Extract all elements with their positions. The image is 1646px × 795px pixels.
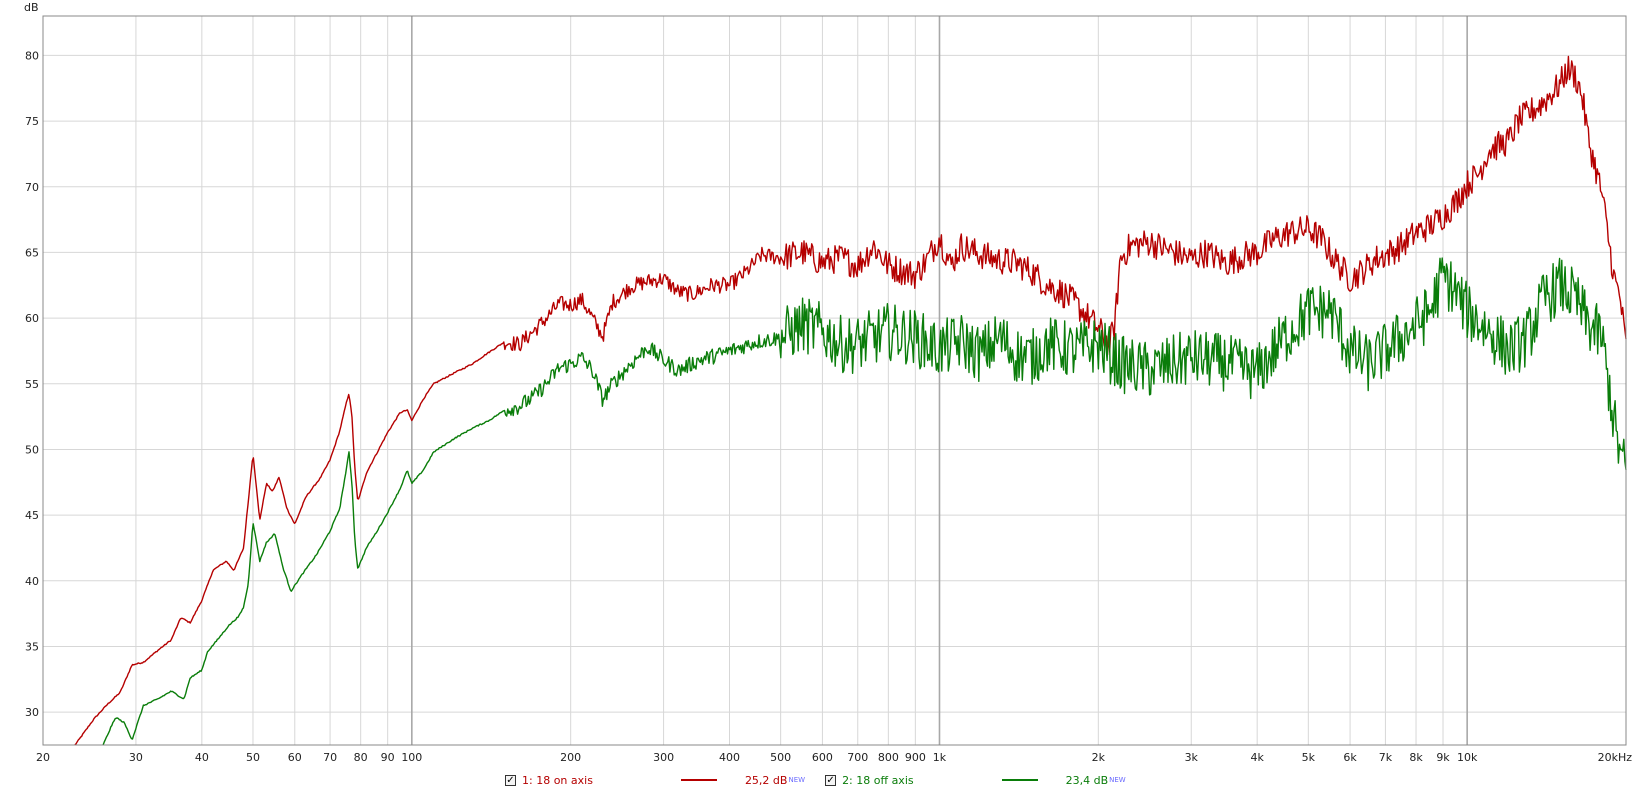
series-1-checkbox[interactable]: ✓ [505,774,516,786]
y-tick-label: 60 [25,312,39,325]
x-tick-label: 10k [1457,751,1478,764]
y-tick-label: 30 [25,706,39,719]
x-tick-label: 80 [354,751,368,764]
series-lines [74,55,1627,746]
x-tick-label: 50 [246,751,260,764]
x-tick-label: 100 [401,751,422,764]
x-tick-label: 7k [1379,751,1393,764]
x-tick-label: 9k [1436,751,1450,764]
series-2-label[interactable]: 2: 18 off axis [842,773,914,787]
x-tick-label: 800 [878,751,899,764]
legend-item-series-2[interactable]: ✓ 2: 18 off axis 23,4 dB NEW [825,774,1126,787]
y-tick-label: 70 [25,181,39,194]
series-2-new-tag: NEW [1109,776,1126,784]
x-tick-label: 300 [653,751,674,764]
y-axis-unit: dB [24,1,39,14]
x-tick-label: 3k [1185,751,1199,764]
series-1-swatch [680,779,717,781]
x-tick-label: 600 [812,751,833,764]
x-tick-label: 4k [1250,751,1264,764]
series-2-checkbox[interactable]: ✓ [825,774,837,786]
x-tick-label: 30 [129,751,143,764]
series-1-value: 25,2 dB [744,773,788,787]
x-tick-label: 90 [381,751,395,764]
series-line-2[interactable] [102,257,1627,746]
y-tick-label: 80 [25,49,39,62]
y-tick-label: 50 [25,443,39,456]
x-tick-label: 900 [905,751,926,764]
x-tick-label: 200 [560,751,581,764]
x-tick-label: 20kHz [1598,751,1633,764]
x-tick-label: 60 [288,751,302,764]
y-tick-label: 75 [25,115,39,128]
x-tick-label: 1k [933,751,947,764]
x-tick-label: 40 [195,751,209,764]
x-axis: 20 30 40 50 60 70 80 90 100 200 300 400 500 600 700 800… [36,751,1632,764]
x-tick-label: 500 [770,751,791,764]
legend-item-series-1[interactable]: ✓ 1: 18 on axis 25,2 dB NEW [505,774,805,787]
y-tick-label: 45 [25,509,39,522]
y-tick-label: 65 [25,246,39,259]
series-2-swatch [1001,779,1038,781]
series-1-label[interactable]: 1: 18 on axis [522,773,593,787]
series-line-1[interactable] [74,55,1627,746]
y-tick-label: 35 [25,640,39,653]
plot-frame [42,15,1627,746]
x-tick-label: 6k [1343,751,1357,764]
x-tick-label: 20 [36,751,50,764]
x-tick-label: 2k [1092,751,1106,764]
y-axis: 30 35 40 45 50 55 60 65 70 75 80 [25,49,39,719]
x-tick-label: 5k [1302,751,1316,764]
x-tick-label: 8k [1409,751,1423,764]
series-2-value: 23,4 dB [1065,773,1109,787]
x-tick-label: 400 [719,751,740,764]
x-tick-label: 700 [847,751,868,764]
legend: ✓ 1: 18 on axis 25,2 dB NEW ✓ 2: 18 off … [505,772,1126,788]
series-1-new-tag: NEW [788,776,806,784]
y-tick-label: 55 [25,378,39,391]
x-tick-label: 70 [323,751,337,764]
y-tick-label: 40 [25,575,39,588]
